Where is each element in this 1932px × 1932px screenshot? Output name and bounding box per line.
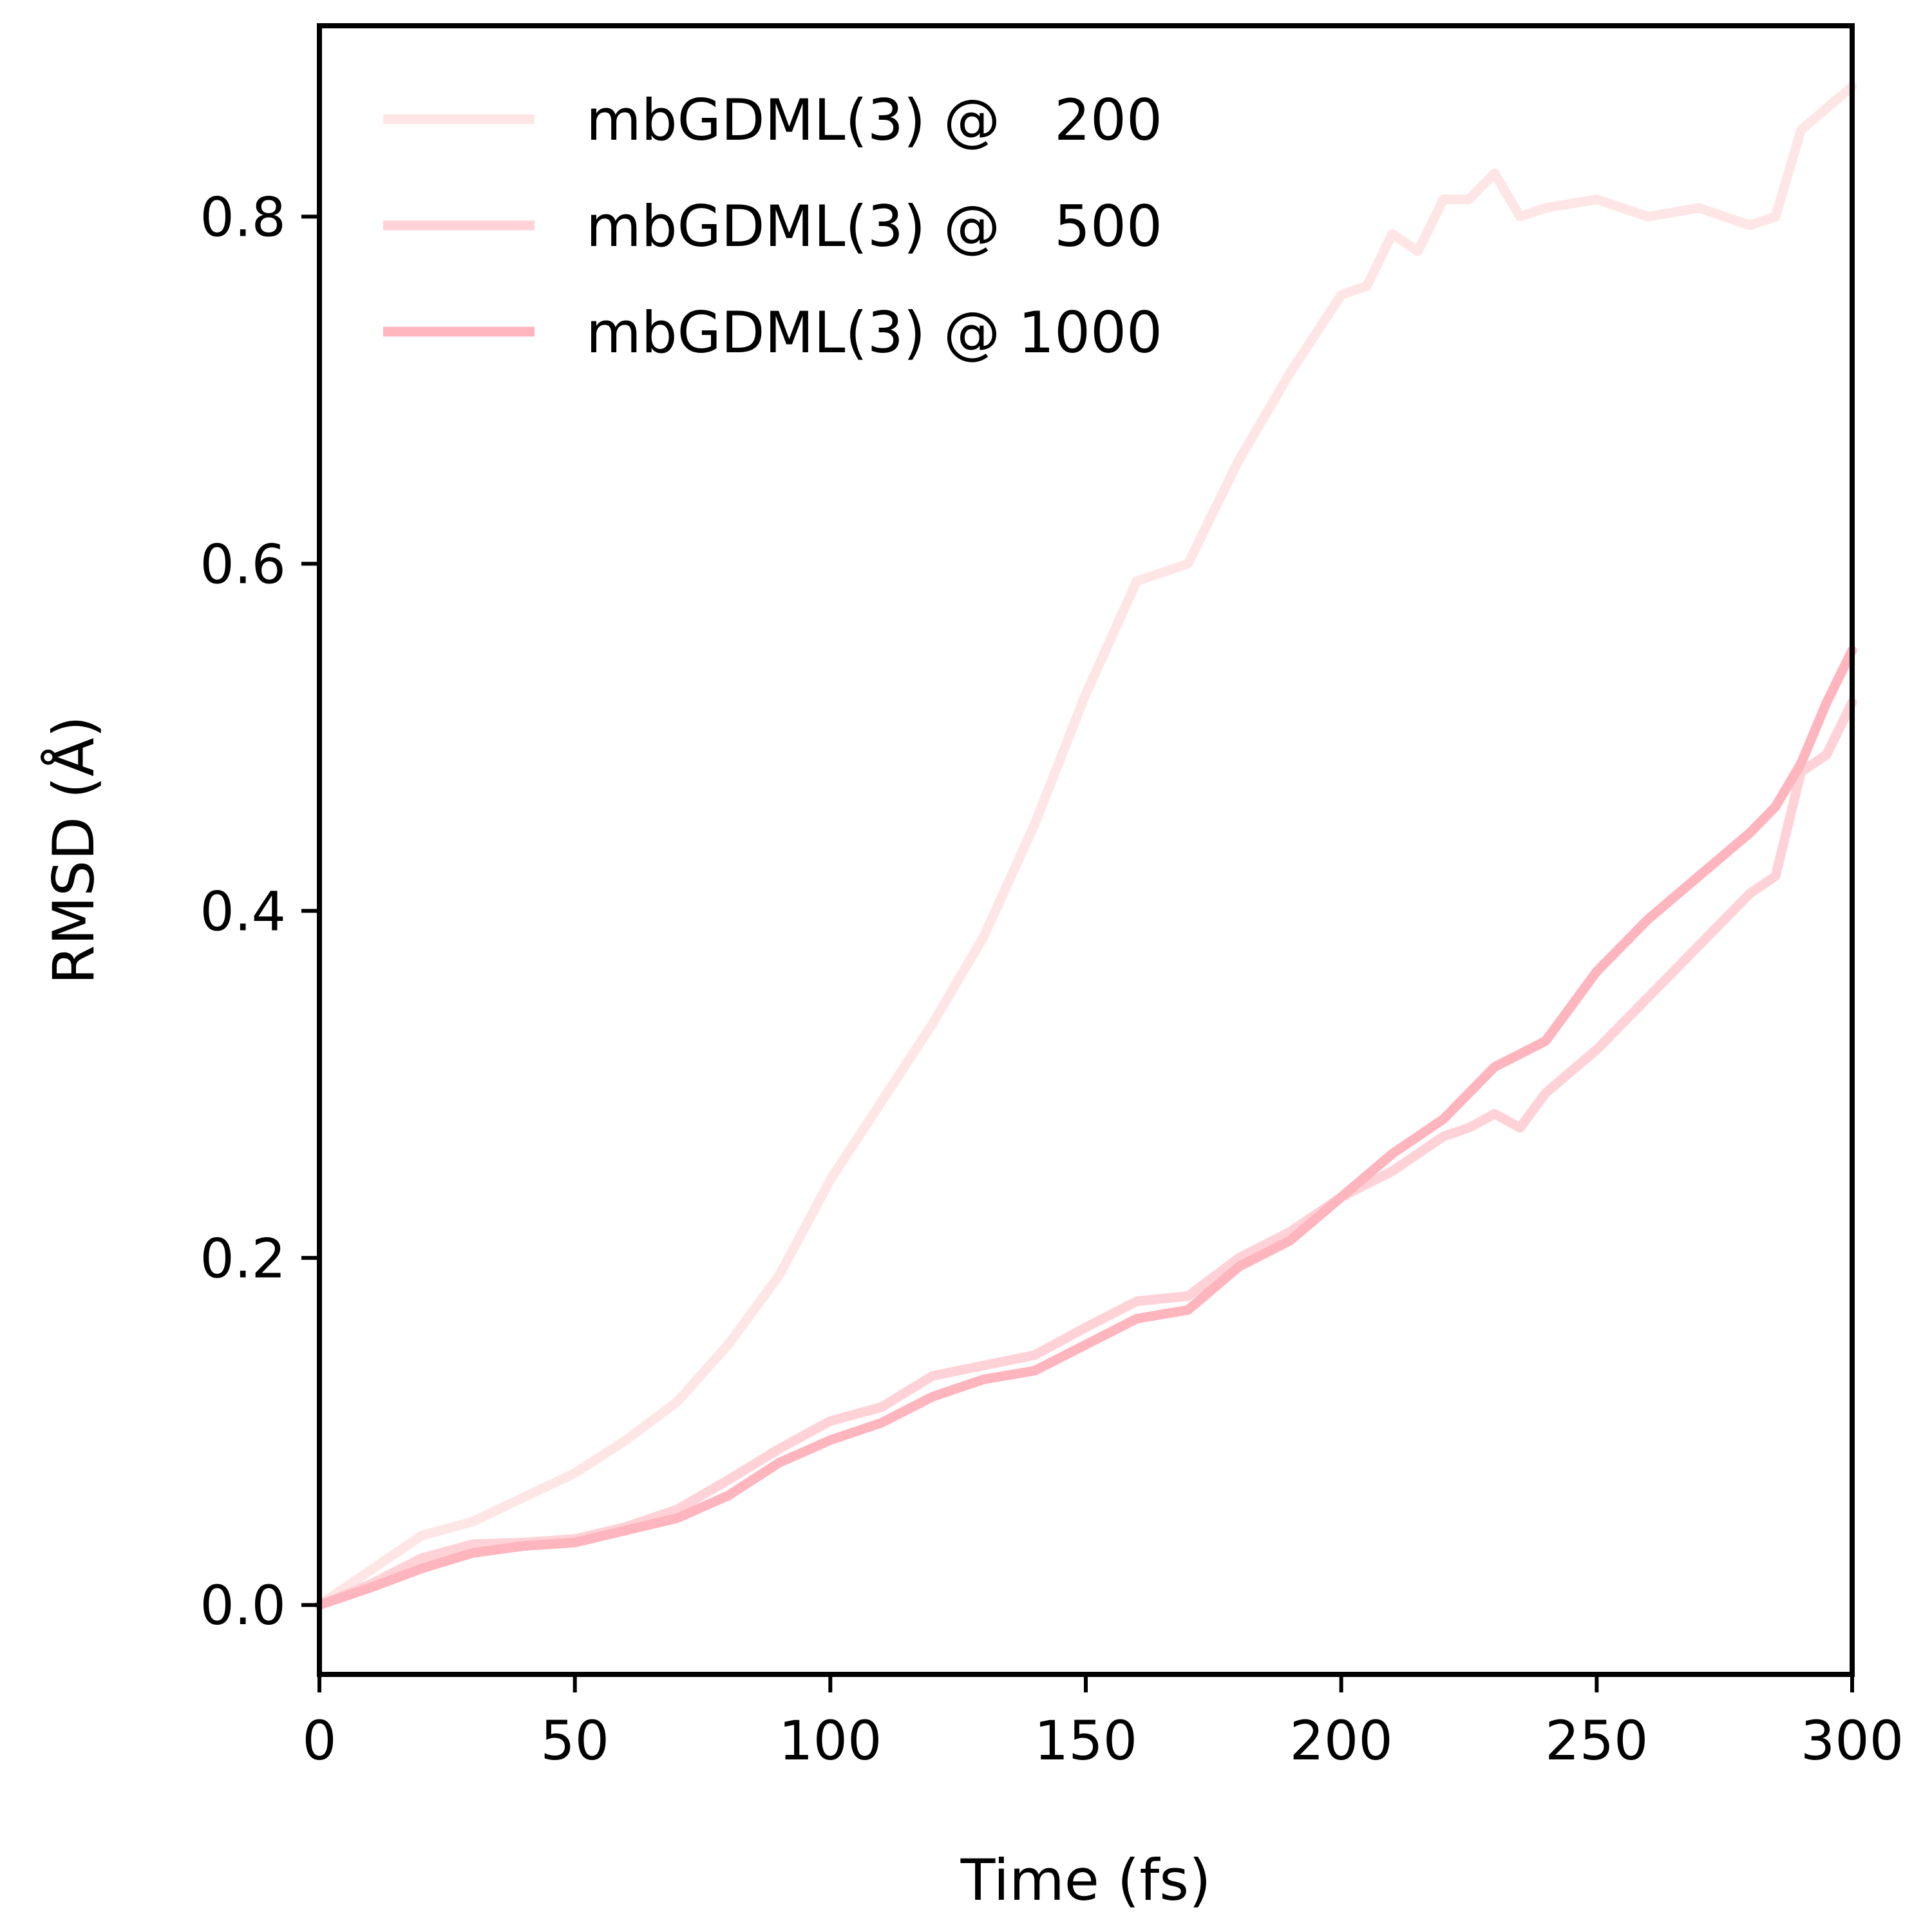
y-tick-label: 0.8	[200, 185, 286, 249]
y-tick-label: 0.6	[200, 533, 286, 596]
legend-label: mbGDML(3) @ 200	[586, 87, 1162, 153]
series-line-3	[314, 645, 1857, 1610]
x-tick-label: 0	[302, 1709, 336, 1772]
y-tick-label: 0.4	[200, 880, 286, 943]
plot-frame	[317, 23, 1855, 1677]
series-line-1	[314, 81, 1857, 1610]
x-tick-label: 250	[1545, 1709, 1648, 1772]
y-tick-label: 0.0	[200, 1574, 286, 1637]
x-tick-label: 100	[779, 1709, 882, 1772]
series-line-2	[314, 697, 1857, 1610]
legend-label: mbGDML(3) @ 500	[586, 193, 1162, 260]
y-axis: 0.0 0.2 0.4 0.6 0.8	[200, 185, 319, 1637]
x-tick-label: 50	[540, 1709, 609, 1772]
y-axis-label: RMSD (Å)	[41, 715, 107, 985]
legend: mbGDML(3) @ 200 mbGDML(3) @ 500 mbGDML(3) …	[383, 87, 1162, 366]
x-tick-label: 200	[1289, 1709, 1392, 1772]
x-axis: 0 50 100 150 200 250 300	[302, 1674, 1904, 1772]
x-tick-label: 300	[1801, 1709, 1904, 1772]
legend-label: mbGDML(3) @ 1000	[586, 299, 1162, 366]
x-axis-label: Time (fs)	[960, 1847, 1211, 1913]
x-tick-label: 150	[1034, 1709, 1137, 1772]
series-layer	[314, 81, 1857, 1610]
y-tick-label: 0.2	[200, 1227, 286, 1290]
